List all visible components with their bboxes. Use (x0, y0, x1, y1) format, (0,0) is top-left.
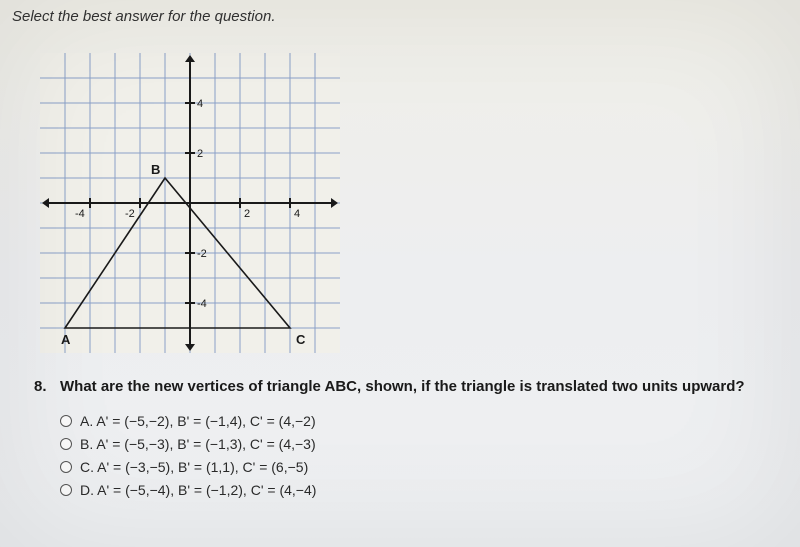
option-row[interactable]: D. A' = (−5,−4), B' = (−1,2), C' = (4,−4… (60, 482, 788, 498)
svg-text:-4: -4 (75, 208, 85, 220)
option-text: C. A' = (−3,−5), B' = (1,1), C' = (6,−5) (80, 459, 308, 475)
instruction-text: Select the best answer for the question. (12, 8, 788, 25)
radio-icon[interactable] (60, 461, 72, 473)
radio-icon[interactable] (60, 415, 72, 427)
question-text: What are the new vertices of triangle AB… (60, 378, 745, 395)
option-row[interactable]: C. A' = (−3,−5), B' = (1,1), C' = (6,−5) (60, 459, 788, 475)
option-text: A. A' = (−5,−2), B' = (−1,4), C' = (4,−2… (80, 413, 316, 429)
question-row: 8. What are the new vertices of triangle… (34, 378, 788, 395)
option-row[interactable]: A. A' = (−5,−2), B' = (−1,4), C' = (4,−2… (60, 413, 788, 429)
option-text: D. A' = (−5,−4), B' = (−1,2), C' = (4,−4… (80, 482, 316, 498)
question-number: 8. (34, 378, 60, 395)
radio-icon[interactable] (60, 438, 72, 450)
graph-container: -4 -2 2 4 -4 -2 2 4 A B C (40, 53, 788, 358)
svg-text:2: 2 (244, 208, 250, 220)
svg-text:A: A (61, 332, 71, 347)
options-list: A. A' = (−5,−2), B' = (−1,4), C' = (4,−2… (60, 413, 788, 498)
option-row[interactable]: B. A' = (−5,−3), B' = (−1,3), C' = (4,−3… (60, 436, 788, 452)
svg-text:4: 4 (294, 208, 300, 220)
option-text: B. A' = (−5,−3), B' = (−1,3), C' = (4,−3… (80, 436, 316, 452)
radio-icon[interactable] (60, 484, 72, 496)
svg-text:C: C (296, 332, 306, 347)
svg-text:4: 4 (197, 98, 203, 110)
svg-text:2: 2 (197, 148, 203, 160)
svg-text:-2: -2 (197, 248, 207, 260)
svg-text:-4: -4 (197, 298, 207, 310)
svg-text:-2: -2 (125, 208, 135, 220)
svg-text:B: B (151, 162, 160, 177)
coordinate-graph: -4 -2 2 4 -4 -2 2 4 A B C (40, 53, 340, 353)
